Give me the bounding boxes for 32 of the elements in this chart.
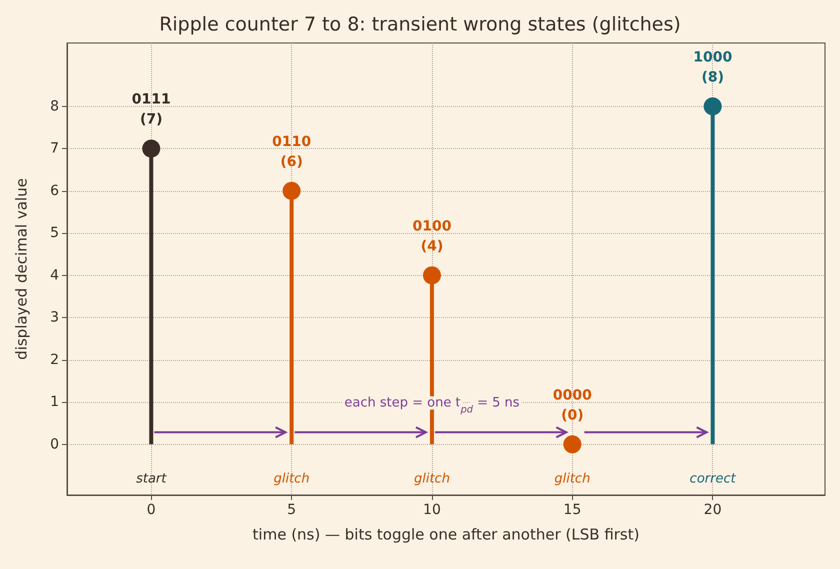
x-tick-label: 0 [146, 502, 156, 518]
point [563, 435, 582, 454]
y-axis-title: displayed decimal value [12, 178, 30, 360]
x-tick-label: 15 [563, 502, 582, 518]
y-tick-label: 8 [50, 98, 59, 114]
data-label: 1000 (8) [693, 49, 732, 86]
point [422, 266, 441, 284]
annotation: start [136, 471, 168, 486]
data-label: 0100 (4) [412, 218, 452, 254]
y-tick-label: 4 [50, 267, 60, 284]
y-tick-label: 7 [50, 140, 59, 157]
point [142, 140, 160, 158]
data-label: 0000 (0) [552, 387, 592, 424]
annotation: correct [690, 471, 737, 486]
annotation: glitch [274, 471, 310, 486]
x-tick-label: 20 [704, 502, 722, 518]
data-label: 0110 (6) [272, 134, 312, 170]
point [282, 182, 301, 200]
y-tick-label: 5 [50, 225, 59, 242]
y-tick-label: 6 [50, 182, 60, 199]
x-axis-title: time (ns) — bits toggle one after another (LSB first) [252, 526, 640, 544]
data-label: 0111 (7) [132, 92, 171, 128]
point [704, 97, 722, 116]
y-tick-label: 1 [50, 394, 59, 410]
y-tick-label: 3 [50, 310, 59, 326]
annotation: glitch [414, 471, 450, 486]
x-tick-label: 5 [287, 502, 296, 518]
chart-title: Ripple counter 7 to 8: transient wrong states (glitches) [159, 14, 681, 36]
annotation: glitch [554, 471, 590, 486]
y-tick-label: 0 [50, 436, 59, 452]
y-tick-label: 2 [50, 352, 59, 368]
x-tick-label: 10 [423, 502, 441, 518]
